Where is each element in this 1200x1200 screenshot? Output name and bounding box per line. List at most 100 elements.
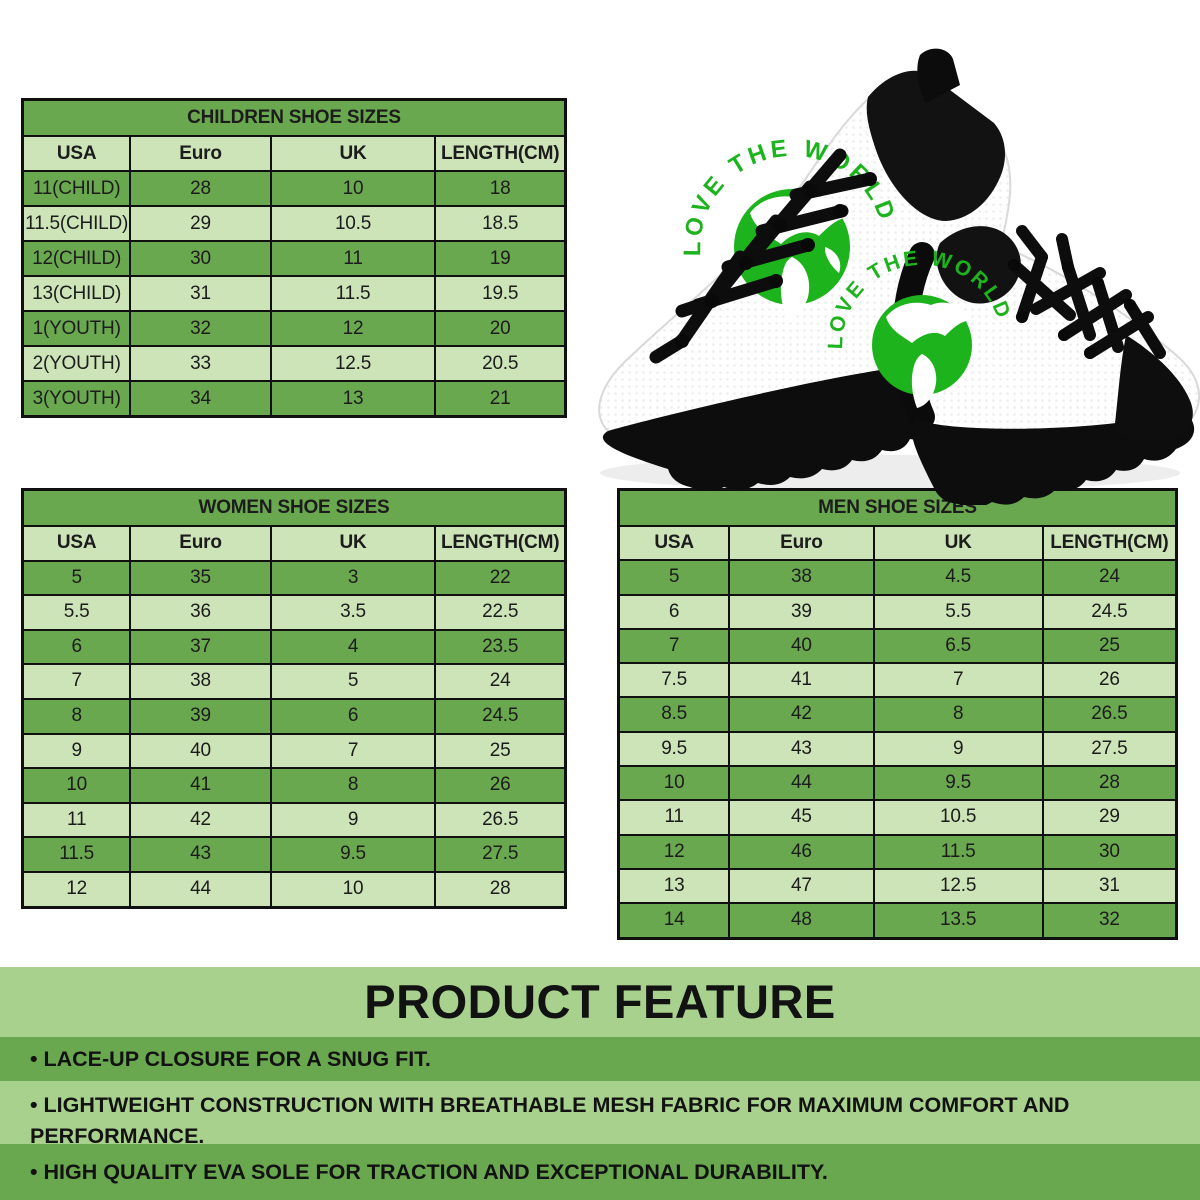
- table-cell: 3.5: [269, 596, 435, 629]
- table-row: 11.5(CHILD) 29 10.5 18.5: [24, 205, 564, 240]
- table-row: 11 42 9 26.5: [24, 801, 564, 837]
- table-cell: 19: [434, 242, 564, 275]
- table-cell: 30: [129, 242, 269, 275]
- table-cell: 7.5: [661, 669, 688, 691]
- table-cell: 29: [1041, 801, 1175, 834]
- table-body: 11(CHILD) 28 10 18 11.5(CHILD) 29 10.5 18.5 12(C…: [24, 170, 564, 415]
- table-cell: 29: [129, 207, 269, 240]
- feature-bullet-laceup: • LACE-UP CLOSURE FOR A SNUG FIT.: [0, 1037, 1200, 1081]
- women-size-table: WOMEN SHOE SIZES USA Euro UK LENGTH(CM) 5 35…: [21, 488, 567, 909]
- table-cell: 5: [71, 566, 82, 588]
- table-header-row: USA Euro UK LENGTH(CM): [24, 135, 564, 170]
- table-row: 10 41 8 26: [24, 767, 564, 802]
- table-cell: 22.5: [434, 596, 564, 629]
- table-cell: 6.5: [872, 629, 1042, 663]
- table-cell: 41: [129, 769, 269, 802]
- table-cell: 40: [728, 629, 872, 663]
- table-cell: 10: [269, 172, 435, 205]
- table-cell: 26.5: [434, 803, 564, 837]
- table-cell: 44: [129, 872, 269, 906]
- table-cell: 44: [728, 767, 872, 800]
- back-sneaker: LOVE THE WORLD: [598, 48, 1012, 491]
- table-cell: 24: [434, 665, 564, 698]
- table-cell: 28: [1041, 767, 1175, 800]
- table-cell: 13: [663, 874, 685, 896]
- table-cell: 21: [434, 382, 564, 415]
- table-cell: 28: [434, 872, 564, 906]
- table-cell: 12.5: [872, 869, 1042, 903]
- column-header: USA: [56, 143, 97, 164]
- table-cell: 7: [872, 664, 1042, 697]
- table-cell: 32: [129, 312, 269, 345]
- eyelets: [675, 172, 877, 348]
- table-body: 5 35 3 22 5.5 36 3.5 22.5 6 37 4 23.5 7 38 5 24 8 39 6 24.5…: [24, 559, 564, 906]
- table-row: 8 39 6 24.5: [24, 697, 564, 733]
- table-cell: 10: [663, 772, 685, 794]
- table-cell: 8: [269, 769, 435, 802]
- table-cell: 31: [1041, 869, 1175, 903]
- table-cell: 6: [71, 635, 82, 657]
- table-cell: 18.5: [434, 207, 564, 240]
- table-title: MEN SHOE SIZES: [620, 491, 1175, 525]
- table-row: 6 37 4 23.5: [24, 628, 564, 664]
- eyelets: [1008, 259, 1136, 359]
- table-row: 12 44 10 28: [24, 870, 564, 906]
- column-header: UK: [269, 137, 435, 170]
- table-row: 7 40 6.5 25: [620, 627, 1175, 663]
- table-row: 7 38 5 24: [24, 663, 564, 698]
- table-cell: 4: [269, 630, 435, 664]
- table-cell: 18: [434, 172, 564, 205]
- table-cell: 24.5: [434, 699, 564, 733]
- table-cell: 9: [872, 732, 1042, 766]
- table-cell: 32: [1041, 904, 1175, 937]
- table-cell: 26: [434, 769, 564, 802]
- table-row: 5.5 36 3.5 22.5: [24, 594, 564, 629]
- table-cell: 26.5: [1041, 698, 1175, 731]
- product-feature-title: PRODUCT FEATURE: [0, 967, 1200, 1037]
- table-cell: 10: [269, 872, 435, 906]
- table-row: 8.5 42 8 26.5: [620, 696, 1175, 731]
- table-row: 3(YOUTH) 34 13 21: [24, 380, 564, 415]
- table-cell: 8: [71, 704, 82, 726]
- table-cell: 47: [728, 869, 872, 903]
- table-row: 11.5 43 9.5 27.5: [24, 836, 564, 871]
- product-feature-section: PRODUCT FEATURE • LACE-UP CLOSURE FOR A …: [0, 967, 1200, 1200]
- column-header: UK: [872, 527, 1042, 560]
- table-row: 13 47 12.5 31: [620, 867, 1175, 903]
- table-cell: 27.5: [434, 838, 564, 871]
- table-cell: 30: [1041, 835, 1175, 868]
- table-row: 11(CHILD) 28 10 18: [24, 170, 564, 205]
- table-cell: 10.5: [269, 207, 435, 240]
- front-sneaker: LOVE THE WORLD: [824, 225, 1200, 508]
- column-header: USA: [654, 532, 694, 553]
- table-row: 5 38 4.5 24: [620, 559, 1175, 594]
- table-cell: 46: [728, 835, 872, 868]
- table-cell: 11.5: [59, 843, 95, 865]
- table-cell: 6: [269, 699, 435, 733]
- table-row: 9.5 43 9 27.5: [620, 730, 1175, 766]
- column-header: Euro: [129, 137, 269, 170]
- table-cell: 4.5: [872, 561, 1042, 594]
- table-cell: 9: [269, 803, 435, 837]
- table-cell: 48: [728, 904, 872, 937]
- table-body: 5 38 4.5 24 6 39 5.5 24.5 7 40 6.5 25 7.5 41 7 26 8.5 42 8…: [620, 559, 1175, 937]
- table-cell: 5.5: [63, 601, 90, 623]
- table-row: 2(YOUTH) 33 12.5 20.5: [24, 345, 564, 380]
- table-cell: 9.5: [872, 767, 1042, 800]
- table-cell: 11: [664, 806, 684, 828]
- table-cell: 27.5: [1041, 732, 1175, 766]
- table-cell: 43: [129, 838, 269, 871]
- sneakers-illustration: LOVE THE WORLD: [598, 48, 1200, 508]
- table-cell: 10: [66, 774, 88, 796]
- men-size-table: MEN SHOE SIZES USA Euro UK LENGTH(CM) 5 38 4.…: [617, 488, 1178, 940]
- table-cell: 38: [728, 561, 872, 594]
- table-row: 9 40 7 25: [24, 732, 564, 768]
- table-cell: 37: [129, 630, 269, 664]
- table-cell: 11: [66, 808, 87, 830]
- table-cell: 1(YOUTH): [32, 318, 121, 339]
- table-header-row: USA Euro UK LENGTH(CM): [24, 525, 564, 560]
- table-cell: 7: [269, 734, 435, 768]
- table-cell: 43: [728, 732, 872, 766]
- table-cell: 45: [728, 801, 872, 834]
- table-cell: 36: [129, 596, 269, 629]
